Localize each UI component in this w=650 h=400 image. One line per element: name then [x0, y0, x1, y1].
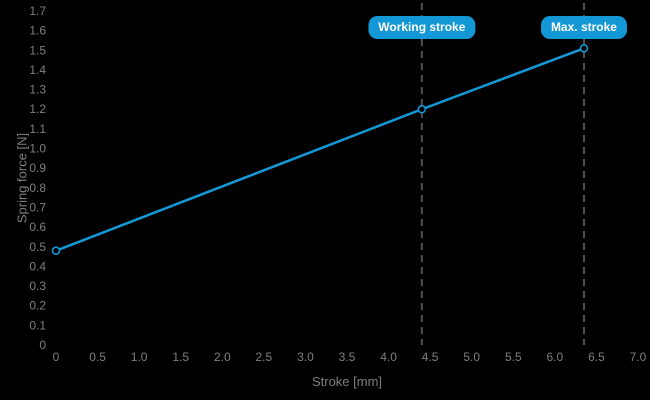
x-tick-label: 5.0 [463, 350, 480, 364]
y-tick-label: 0.7 [29, 200, 46, 214]
x-tick-label: 4.0 [380, 350, 397, 364]
x-tick-label: 1.5 [172, 350, 189, 364]
y-tick-label: 1.3 [29, 83, 46, 97]
x-tick-label: 0.5 [89, 350, 106, 364]
y-tick-label: 1.2 [29, 102, 46, 116]
y-tick-label: 0.5 [29, 240, 46, 254]
x-tick-label: 2.5 [256, 350, 273, 364]
x-tick-label: 5.5 [505, 350, 522, 364]
data-point-marker-0 [51, 246, 61, 255]
y-tick-label: 0.4 [29, 259, 46, 273]
x-tick-label: 3.5 [339, 350, 356, 364]
data-point-marker-1 [417, 104, 427, 114]
x-tick-label: 3.0 [297, 350, 314, 364]
working-stroke-badge: Working stroke [368, 16, 476, 39]
x-tick-label: 6.5 [588, 350, 605, 364]
x-tick-label: 4.5 [422, 350, 439, 364]
x-axis-title: Stroke [mm] [311, 374, 383, 389]
y-tick-label: 1.6 [29, 24, 46, 38]
x-tick-label: 0 [53, 350, 60, 364]
y-tick-label: 0.1 [29, 318, 46, 332]
y-tick-label: 0.3 [29, 279, 46, 293]
y-tick-label: 1.4 [29, 63, 46, 77]
y-tick-label: 0.2 [29, 299, 46, 313]
y-tick-label: 0.6 [29, 220, 46, 234]
y-tick-label: 1.5 [29, 43, 46, 57]
y-tick-label: 1.1 [29, 122, 46, 136]
max-stroke-badge: Max. stroke [540, 16, 627, 39]
x-tick-label: 2.0 [214, 350, 231, 364]
y-tick-label: 0.8 [29, 181, 46, 195]
series-line [54, 47, 586, 252]
x-tick-label: 7.0 [630, 350, 647, 364]
x-tick-label: 6.0 [547, 350, 564, 364]
y-tick-label: 0.9 [29, 161, 46, 175]
y-axis-title: Spring force [N] [14, 132, 30, 224]
y-tick-label: 1.0 [29, 142, 46, 156]
data-point-marker-2 [579, 44, 589, 53]
y-tick-label: 1.7 [29, 4, 46, 18]
y-tick-label: 0 [39, 338, 46, 352]
x-tick-label: 1.0 [131, 350, 148, 364]
